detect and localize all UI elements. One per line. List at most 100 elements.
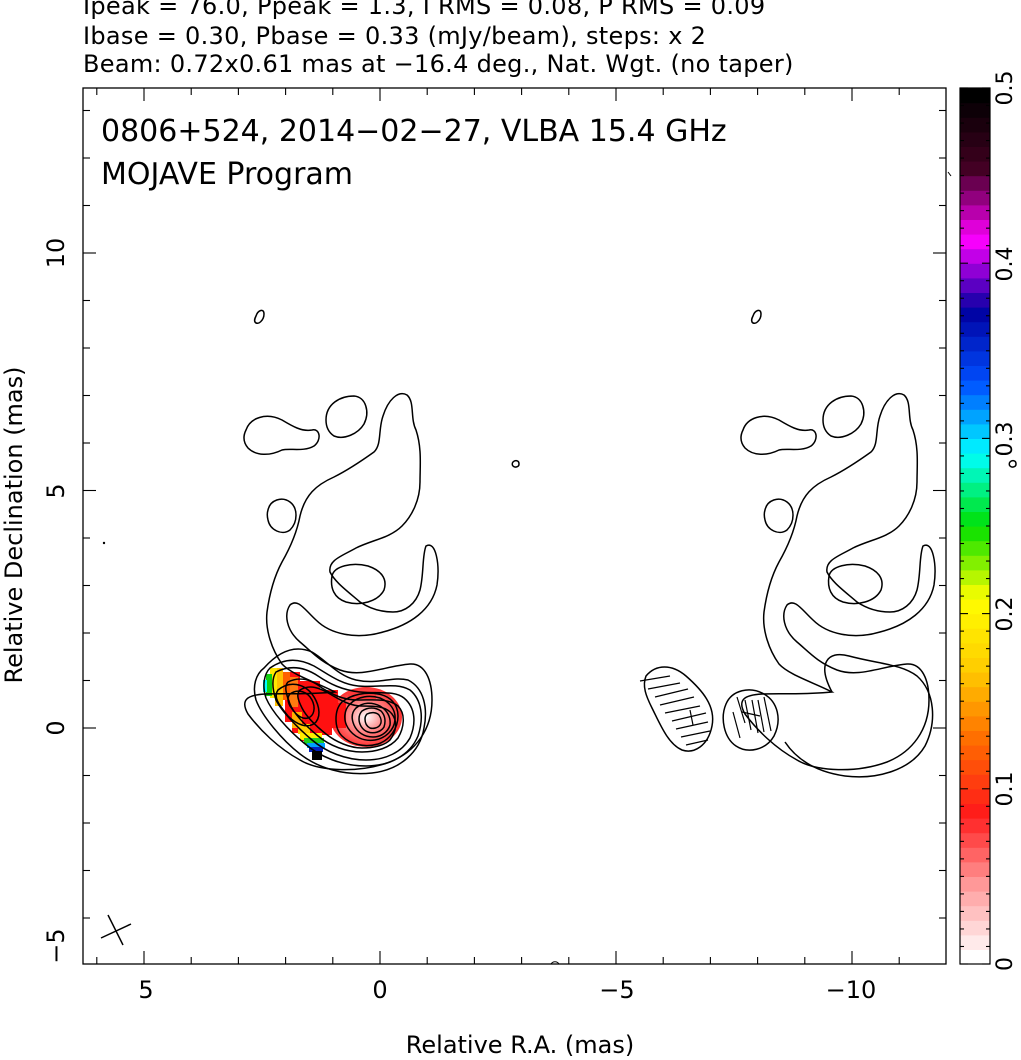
- intensity-contour-right-2: [822, 395, 865, 438]
- fpol-cell: [307, 743, 325, 748]
- intensity-contour-6: [335, 692, 399, 747]
- colorbar-cell: [960, 219, 990, 235]
- colorbar-cell: [960, 117, 990, 133]
- colorbar-cell: [960, 905, 990, 921]
- intensity-contour-13: [243, 415, 320, 455]
- colorbar-cell: [960, 569, 990, 585]
- intensity-contour-10: [364, 711, 382, 730]
- intensity-contour-5: [297, 686, 397, 749]
- colorbar-cell: [960, 745, 990, 761]
- intensity-contour-18: [511, 459, 520, 468]
- evpa-vectors: [639, 675, 772, 746]
- colorbar-cell: [960, 715, 990, 731]
- colorbar-cell: [960, 248, 990, 264]
- fpol-cell: [298, 724, 310, 734]
- fpol-cell: [292, 712, 302, 728]
- header-line-beam: Beam: 0.72x0.61 mas at −16.4 deg., Nat. …: [83, 50, 794, 78]
- colorbar-cell: [960, 423, 990, 439]
- fpol-cell: [309, 747, 323, 752]
- colorbar-cell: [960, 832, 990, 848]
- colorbar-cell: [960, 949, 990, 965]
- colorbar-cell: [960, 350, 990, 366]
- colorbar-cell: [960, 467, 990, 483]
- colorbar-cell: [960, 161, 990, 177]
- x-tick-label-5: 5: [138, 976, 153, 1004]
- noise-speck: [102, 541, 106, 545]
- colorbar-tick-label-0: 0: [993, 957, 1018, 971]
- map-title: 0806+524, 2014−02−27, VLBA 15.4 GHz: [101, 114, 727, 149]
- intensity-contour-right-7: [643, 666, 714, 752]
- intensity-contour-16: [330, 563, 386, 605]
- colorbar-cell: [960, 307, 990, 323]
- colorbar-cell: [960, 672, 990, 688]
- colorbar-cell: [960, 511, 990, 527]
- colorbar-cell: [960, 847, 990, 863]
- intensity-contour-17: [253, 309, 265, 325]
- colorbar-cell: [960, 292, 990, 308]
- colorbar-cell: [960, 803, 990, 819]
- x-tick-label-0: 0: [372, 976, 387, 1004]
- intensity-contours-right: [643, 309, 1017, 778]
- colorbar-cell: [960, 336, 990, 352]
- intensity-contour-14: [325, 395, 368, 438]
- fpol-cell: [263, 680, 267, 692]
- colorbar-cell: [960, 876, 990, 892]
- intensity-contour-right-8: [722, 689, 779, 751]
- fpol-cell: [348, 691, 376, 699]
- colorbar-tick-label-0.2: 0.2: [993, 597, 1018, 632]
- colorbar-cell: [960, 102, 990, 118]
- colorbar-cell: [960, 818, 990, 834]
- colorbar-ticks: [960, 87, 990, 965]
- fpol-cell: [275, 668, 283, 706]
- header-line-base-levels: Ibase = 0.30, Pbase = 0.33 (mJy/beam), s…: [83, 22, 707, 50]
- colorbar-cell: [960, 438, 990, 454]
- colorbar-cell: [960, 891, 990, 907]
- colorbar-cell: [960, 234, 990, 250]
- colorbar: [960, 88, 990, 965]
- intensity-contour-right-5: [750, 309, 762, 325]
- fpol-cell: [312, 751, 322, 760]
- colorbar-cell: [960, 788, 990, 804]
- intensity-contour-15: [266, 498, 297, 534]
- colorbar-tick-label-0.4: 0.4: [993, 247, 1018, 282]
- axis-ticks: [83, 88, 946, 964]
- colorbar-cell: [960, 934, 990, 950]
- colorbar-cell: [960, 88, 990, 104]
- intensity-contour-8: [351, 702, 391, 738]
- intensity-contour-7: [344, 695, 396, 742]
- intensity-contour-2: [263, 659, 423, 767]
- colorbar-cell: [960, 496, 990, 512]
- colorbar-cell: [960, 321, 990, 337]
- intensity-contour-right-0: [741, 393, 936, 771]
- colorbar-tick-label-0.1: 0.1: [993, 772, 1018, 807]
- colorbar-cell: [960, 453, 990, 469]
- plot-frame: [82, 87, 947, 965]
- intensity-contour-right-4: [827, 563, 883, 605]
- colorbar-cell: [960, 861, 990, 877]
- colorbar-cell: [960, 204, 990, 220]
- colorbar-tick-label-0.3: 0.3: [993, 422, 1018, 457]
- colorbar-cell: [960, 380, 990, 396]
- colorbar-cell: [960, 628, 990, 644]
- colorbar-cell: [960, 730, 990, 746]
- colorbar-cell: [960, 540, 990, 556]
- colorbar-cell: [960, 701, 990, 717]
- intensity-contour-11: [275, 683, 320, 727]
- y-tick-label-0: 0: [42, 720, 70, 735]
- intensity-contour-12: [287, 690, 315, 720]
- colorbar-cell: [960, 555, 990, 571]
- colorbar-cell: [960, 686, 990, 702]
- intensity-contour-right-6: [1008, 459, 1017, 468]
- x-tick-label-minus-10: −10: [826, 976, 877, 1004]
- colorbar-cell: [960, 277, 990, 293]
- colorbar-cell: [960, 409, 990, 425]
- intensity-contour-9: [358, 707, 386, 734]
- y-axis-label: Relative Declination (mas): [0, 366, 28, 683]
- colorbar-cell: [960, 131, 990, 147]
- colorbar-cell: [960, 526, 990, 542]
- colorbar-cell: [960, 657, 990, 673]
- x-axis-label: Relative R.A. (mas): [406, 1031, 634, 1059]
- colorbar-cell: [960, 642, 990, 658]
- colorbar-cell: [960, 613, 990, 629]
